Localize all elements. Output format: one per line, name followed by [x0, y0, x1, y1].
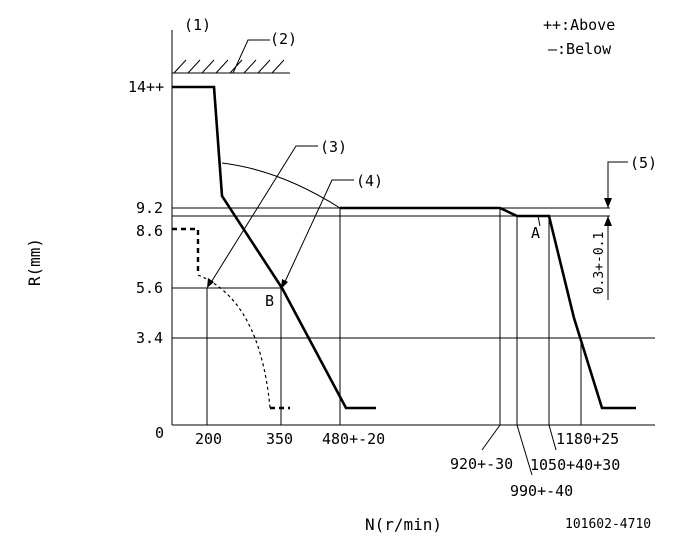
dim-arrow-top — [604, 198, 612, 208]
x-tick-1180: 1180+25 — [556, 430, 619, 448]
x-tick-200: 200 — [195, 430, 222, 448]
callout-1: (1) — [184, 16, 211, 34]
legend-above: ++:Above — [543, 16, 615, 34]
point-a-marker — [537, 215, 541, 227]
callout-2-leader — [232, 39, 270, 74]
y-tick-9-2: 9.2 — [136, 199, 163, 217]
main-curve-high — [340, 206, 636, 410]
dim-arrow-bottom — [604, 216, 612, 226]
dashed-curve — [197, 274, 271, 409]
y-tick-5-6: 5.6 — [136, 279, 163, 297]
stopper-hatch — [172, 59, 290, 74]
x-tick-480: 480+-20 — [322, 430, 385, 448]
callout-2: (2) — [270, 30, 297, 48]
y-tick-8-6: 8.6 — [136, 222, 163, 240]
x-tick-350: 350 — [266, 430, 293, 448]
main-curve-low — [172, 85, 376, 410]
y-axis-title: R(mm) — [25, 238, 44, 286]
leader-920 — [481, 424, 501, 451]
part-number: 101602-4710 — [565, 517, 651, 532]
x-axis-title: N(r/min) — [365, 515, 442, 534]
legend-below: —:Below — [548, 40, 612, 58]
callout-4: (4) — [356, 172, 383, 190]
x-tick-920: 920+-30 — [450, 455, 513, 473]
y-tick-14: 14++ — [128, 78, 164, 96]
callout-3-arrow — [207, 278, 214, 288]
leader-990 — [516, 424, 533, 476]
point-a-label: A — [531, 224, 540, 242]
dimension-label: 0.3+-0.1 — [592, 232, 607, 295]
y-tick-3-4: 3.4 — [136, 329, 163, 347]
x-tick-990: 990+-40 — [510, 482, 573, 500]
callout-5-leader — [607, 161, 628, 208]
leader-1050 — [548, 424, 557, 451]
callout-3: (3) — [320, 138, 347, 156]
x-tick-1050: 1050+40+30 — [530, 456, 620, 474]
thin-curve — [221, 162, 341, 209]
y-tick-0: 0 — [155, 424, 164, 442]
callout-3-leader — [209, 145, 318, 285]
callout-5: (5) — [630, 154, 657, 172]
callout-4-leader — [282, 179, 354, 287]
dashed-step — [172, 227, 200, 275]
point-b-label: B — [265, 292, 274, 310]
callout-4-arrow — [281, 279, 288, 289]
